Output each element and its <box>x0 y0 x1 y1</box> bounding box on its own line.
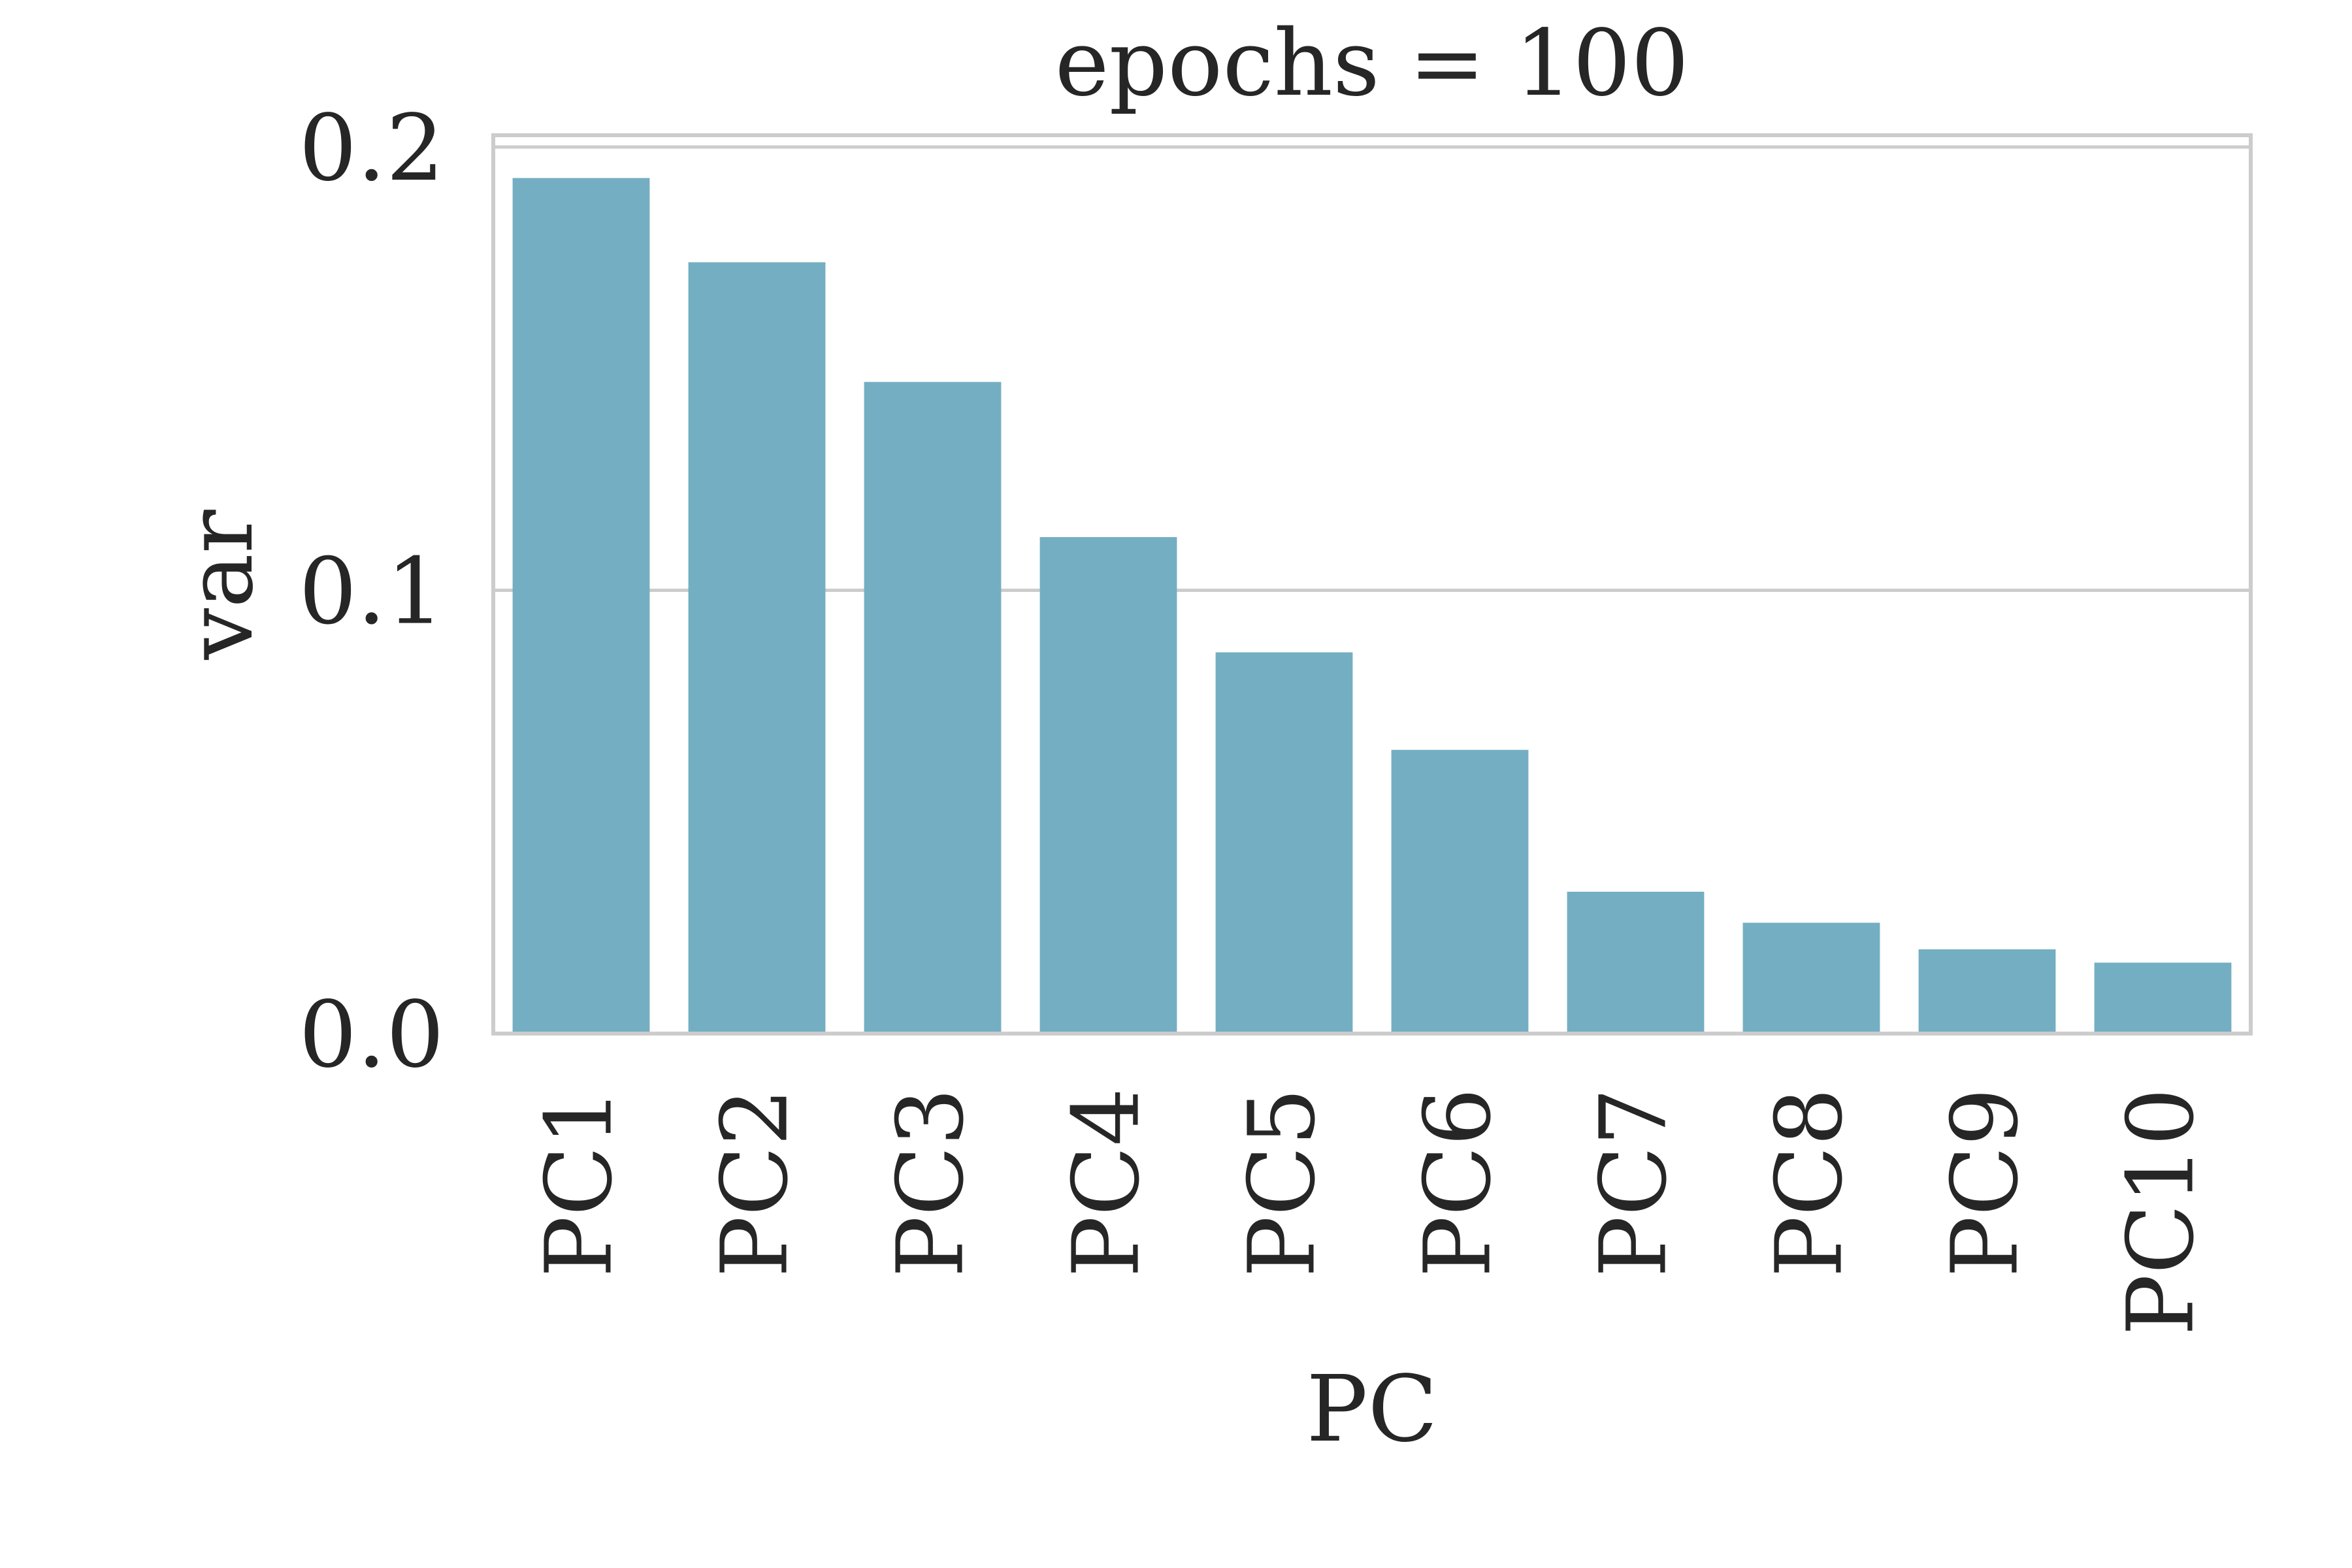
y-tick-labels: 0.0 0.1 0.2 <box>299 95 444 1088</box>
x-tick-label: PC10 <box>2108 1088 2215 1335</box>
bar-pc2 <box>688 262 826 1034</box>
x-tick-label: PC4 <box>1054 1088 1160 1277</box>
x-tick-label: PC5 <box>1230 1088 1336 1277</box>
bar-pc3 <box>864 382 1002 1034</box>
x-tick-label: PC2 <box>702 1088 809 1277</box>
x-tick-label: PC3 <box>878 1088 985 1277</box>
bar-pc7 <box>1567 891 1705 1034</box>
bar-pc1 <box>512 178 650 1034</box>
y-tick-label: 0.0 <box>299 982 444 1088</box>
x-tick-labels: PC1 PC2 PC3 PC4 PC5 PC6 PC7 PC8 PC9 PC10 <box>527 1088 2215 1335</box>
x-tick-label: PC9 <box>1933 1088 2039 1277</box>
x-tick-label: PC8 <box>1757 1088 1863 1277</box>
x-tick-label: PC6 <box>1405 1088 1512 1277</box>
bar-pc10 <box>2094 962 2232 1034</box>
x-axis-label: PC <box>1306 1356 1437 1463</box>
plot-area <box>491 133 2253 1036</box>
x-tick-label: PC7 <box>1581 1088 1688 1277</box>
y-tick-label: 0.1 <box>299 539 444 645</box>
x-tick-label: PC1 <box>527 1088 633 1277</box>
y-tick-label: 0.2 <box>299 95 444 202</box>
bar-pc6 <box>1391 749 1529 1034</box>
bars <box>512 178 2232 1034</box>
bar-pc5 <box>1215 652 1353 1034</box>
y-axis-label: var <box>167 510 274 661</box>
bar-pc8 <box>1742 923 1880 1034</box>
bar-pc9 <box>1918 949 2056 1034</box>
bar-pc4 <box>1039 537 1177 1034</box>
chart-title: epochs = 100 <box>1055 10 1690 117</box>
plot-frame <box>491 133 2253 1036</box>
